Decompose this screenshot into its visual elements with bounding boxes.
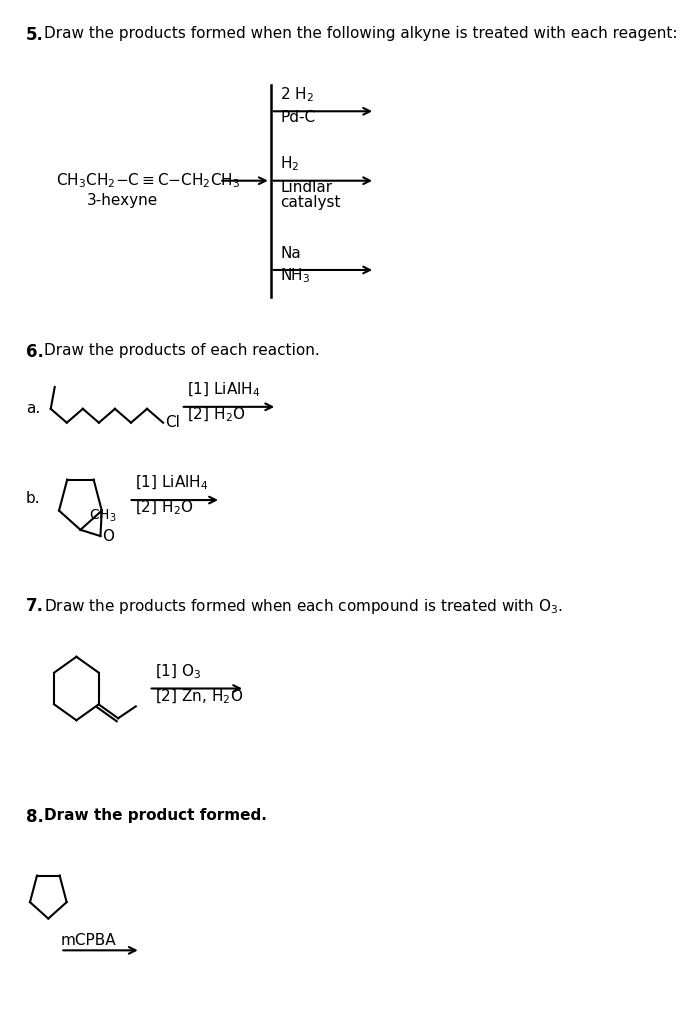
Text: 7.: 7. [26, 597, 44, 616]
Text: O: O [102, 528, 114, 544]
Text: Draw the products of each reaction.: Draw the products of each reaction. [44, 343, 320, 359]
Text: 3-hexyne: 3-hexyne [87, 193, 158, 208]
Text: [2] Zn, H$_2$O: [2] Zn, H$_2$O [155, 687, 244, 706]
Text: 6.: 6. [26, 343, 43, 362]
Text: b.: b. [26, 491, 41, 506]
Text: a.: a. [26, 401, 40, 417]
Text: 5.: 5. [26, 26, 43, 44]
Text: [1] O$_3$: [1] O$_3$ [155, 662, 202, 681]
Text: Draw the product formed.: Draw the product formed. [44, 808, 267, 823]
Text: Lindlar: Lindlar [280, 180, 332, 195]
Text: [2] H$_2$O: [2] H$_2$O [135, 499, 193, 517]
Text: Na: Na [280, 246, 301, 261]
Text: 2 H$_2$: 2 H$_2$ [280, 85, 314, 104]
Text: 8.: 8. [26, 808, 43, 826]
Text: [2] H$_2$O: [2] H$_2$O [187, 405, 246, 424]
Text: [1] LiAlH$_4$: [1] LiAlH$_4$ [187, 381, 261, 399]
Text: H$_2$: H$_2$ [280, 154, 300, 173]
Text: Cl: Cl [165, 416, 181, 430]
Text: Draw the products formed when the following alkyne is treated with each reagent:: Draw the products formed when the follow… [44, 26, 678, 41]
Text: mCPBA: mCPBA [60, 933, 116, 948]
Text: CH$_3$CH$_2$−C$\equiv$C−CH$_2$CH$_3$: CH$_3$CH$_2$−C$\equiv$C−CH$_2$CH$_3$ [56, 172, 241, 190]
Text: Draw the products formed when each compound is treated with O$_3$.: Draw the products formed when each compo… [44, 597, 564, 617]
Text: NH$_3$: NH$_3$ [280, 266, 311, 285]
Text: [1] LiAlH$_4$: [1] LiAlH$_4$ [135, 474, 209, 493]
Text: CH$_3$: CH$_3$ [89, 508, 117, 524]
Text: catalyst: catalyst [280, 195, 341, 210]
Text: Pd-C: Pd-C [280, 110, 316, 125]
